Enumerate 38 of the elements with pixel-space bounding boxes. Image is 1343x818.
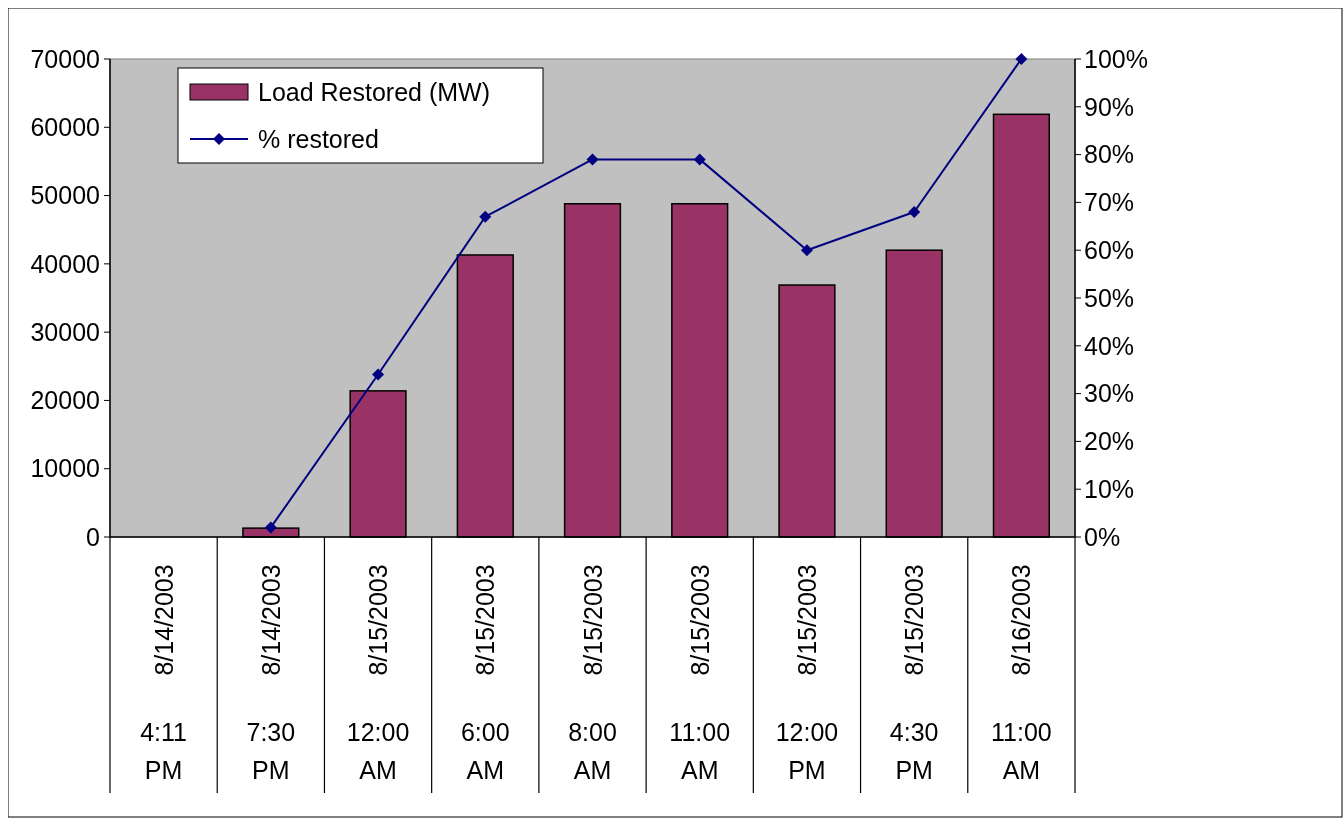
category-label: 8/14/2003 7:30 PM [246,564,296,784]
y-tick-label: 0 [86,522,100,551]
point [372,368,385,381]
y-tick-label: 60000 [30,113,100,142]
legend-label: Load Restored (MW) [258,77,491,106]
y2-tick-label: 90% [1084,92,1135,121]
y2-tick-label: 20% [1084,427,1135,456]
y2-tick-label: 40% [1084,331,1135,360]
y2-tick-label: 0% [1084,522,1121,551]
category-label: 8/15/2003 8:00 AM [568,564,617,784]
point [1015,53,1028,65]
category-label: 8/14/2003 4:11 PM [140,564,188,784]
legend-label: % restored [258,124,379,153]
category-label: 8/15/2003 6:00 AM [460,564,510,784]
point [908,205,921,218]
point [479,210,492,223]
point [800,244,813,257]
y-tick-label: 30000 [30,317,100,346]
y2-tick-label: 10% [1084,474,1135,503]
point [586,153,599,166]
category-label: 8/15/2003 12:00 PM [775,564,839,784]
y2-tick-label: 50% [1084,283,1135,312]
point [693,153,706,166]
y-tick-label: 70000 [30,44,100,73]
y-tick-label: 40000 [30,249,100,278]
y-tick-label: 20000 [30,386,100,415]
category-label: 8/15/2003 4:30 PM [889,564,939,784]
y-tick-label: 50000 [30,181,100,210]
category-label: 8/15/2003 12:00 AM [346,564,410,784]
y2-tick-label: 30% [1084,379,1135,408]
category-label: 8/16/2003 11:00 AM [991,564,1052,784]
y2-tick-label: 60% [1084,235,1135,264]
y2-tick-label: 70% [1084,188,1135,217]
y2-tick-label: 100% [1084,44,1148,73]
y-tick-label: 10000 [30,454,100,483]
point [264,521,277,534]
y2-tick-label: 80% [1084,140,1135,169]
category-label: 8/15/2003 11:00 AM [669,564,731,784]
